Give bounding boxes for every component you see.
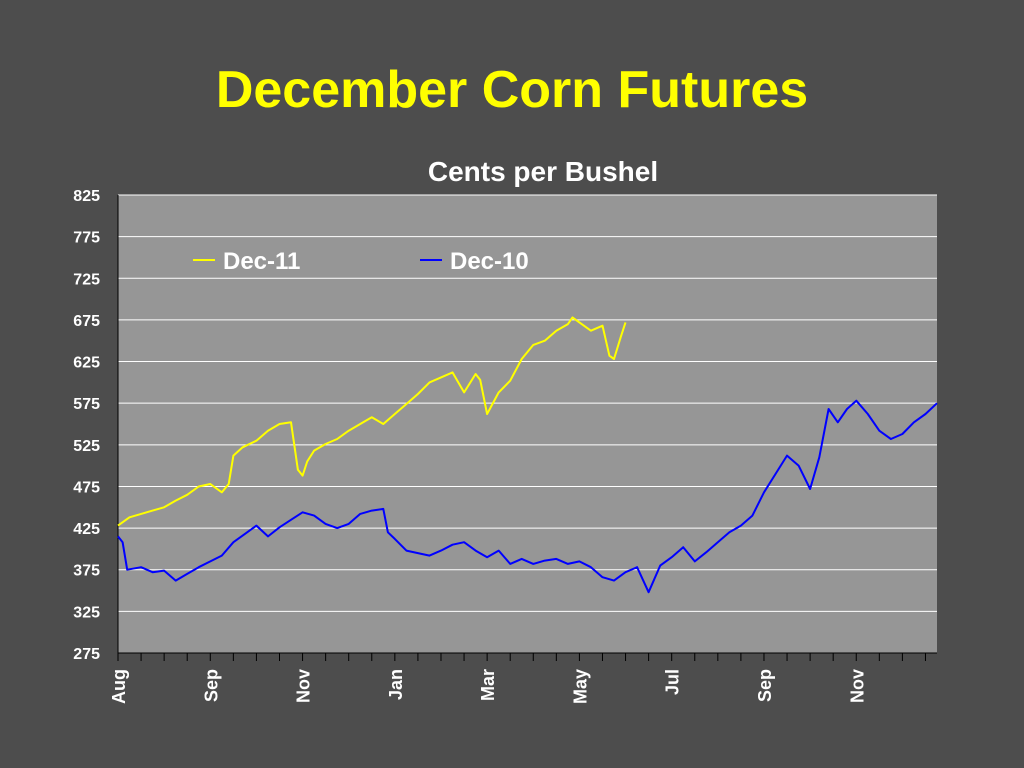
x-tick-label: Nov: [294, 669, 314, 703]
y-tick-label: 725: [73, 271, 100, 288]
series-line-dec-10: [117, 399, 938, 594]
legend-label: Dec-10: [450, 248, 529, 275]
x-tick-label: Jul: [663, 669, 683, 695]
x-axis: Aug Sep Nov Jan Mar May Jul Sep Nov: [109, 652, 937, 704]
y-tick-label: 375: [73, 563, 100, 580]
series-line-dec-11: [117, 316, 627, 527]
y-tick-label: 325: [73, 604, 100, 621]
x-tick-label: Mar: [478, 669, 498, 701]
y-tick-label: 425: [73, 521, 100, 538]
x-tick-label: May: [570, 669, 590, 704]
y-axis: 275 325 375 425 475 525 575 625 675 725 775 825: [73, 188, 119, 663]
x-tick-label: Sep: [755, 669, 775, 702]
chart-subtitle: Cents per Bushel: [427, 156, 659, 187]
y-tick-label: 625: [73, 355, 100, 372]
y-tick-label: 275: [73, 646, 100, 663]
y-tick-label: 575: [73, 396, 100, 413]
y-tick-label: 525: [73, 438, 100, 455]
legend: Dec-11 Dec-10: [193, 248, 529, 275]
series-lines: [117, 316, 938, 594]
y-tick-label: 775: [73, 230, 100, 247]
y-tick-label: 475: [73, 479, 100, 496]
x-tick-label: Aug: [109, 669, 129, 704]
x-tick-label: Nov: [847, 669, 867, 703]
x-tick-label: Jan: [386, 669, 406, 700]
legend-label: Dec-11: [223, 248, 300, 275]
slide-title: December Corn Futures: [215, 61, 809, 119]
y-tick-label: 675: [73, 313, 100, 330]
plot-area: [118, 195, 937, 653]
x-tick-label: Sep: [201, 669, 221, 702]
y-tick-label: 825: [73, 188, 100, 205]
